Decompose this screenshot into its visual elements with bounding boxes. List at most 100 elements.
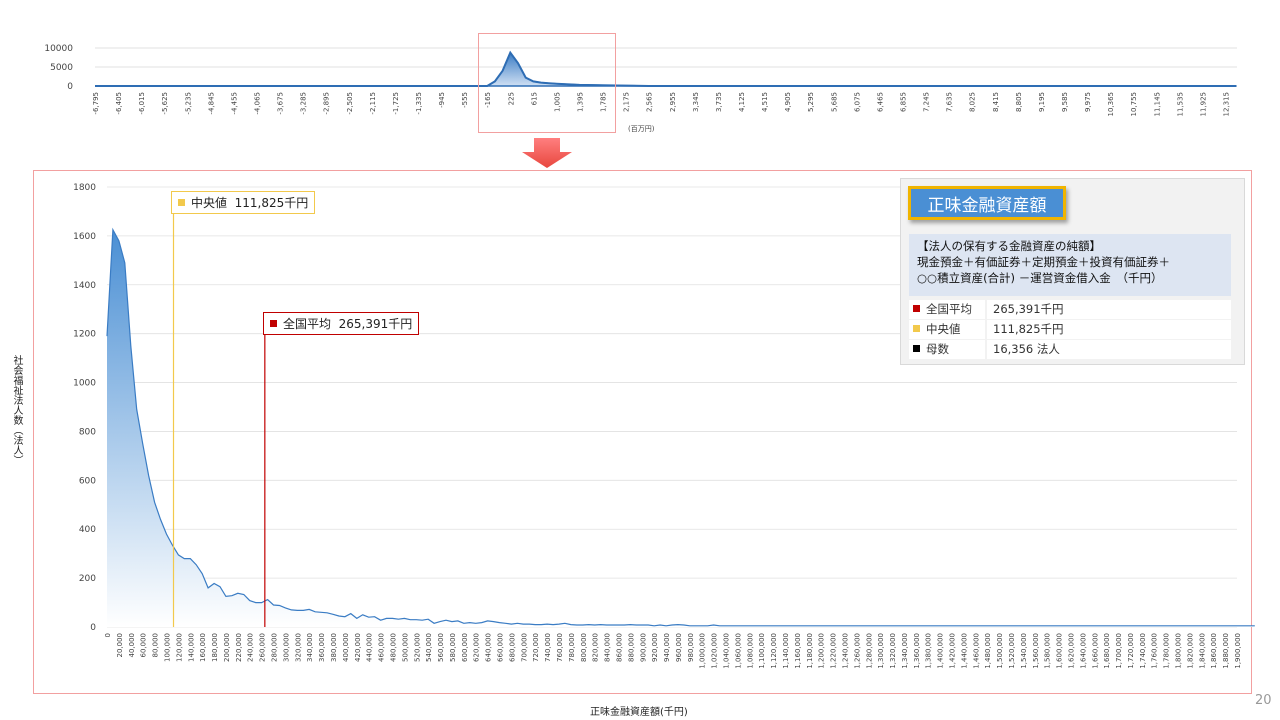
x-tick-label: 11,535 bbox=[1176, 92, 1184, 117]
x-tick-label: 3,345 bbox=[692, 92, 700, 112]
y-tick-label: 0 bbox=[90, 623, 96, 633]
x-tick-label: 1,180,000 bbox=[806, 633, 814, 669]
x-axis-title: 正味金融資産額(千円) bbox=[590, 707, 688, 718]
x-tick-label: 11,145 bbox=[1153, 92, 1161, 117]
x-tick-label: 4,515 bbox=[761, 92, 769, 112]
x-tick-label: 1,140,000 bbox=[782, 633, 790, 669]
x-tick-label: 880,000 bbox=[627, 633, 635, 662]
x-tick-label: 580,000 bbox=[449, 633, 457, 662]
x-tick-label: 1,720,000 bbox=[1127, 633, 1135, 669]
x-tick-label: 1,380,000 bbox=[925, 633, 933, 669]
y-tick-label: 1800 bbox=[73, 183, 96, 193]
x-tick-label: 560,000 bbox=[437, 633, 445, 662]
x-tick-label: 0 bbox=[104, 633, 112, 637]
x-tick-label: 940,000 bbox=[663, 633, 671, 662]
x-tick-label: -1,335 bbox=[415, 92, 423, 115]
x-tick-label: 440,000 bbox=[366, 633, 374, 662]
x-tick-label: 420,000 bbox=[354, 633, 362, 662]
x-tick-label: 840,000 bbox=[604, 633, 612, 662]
y-tick-label: 1600 bbox=[73, 232, 96, 242]
x-tick-label: 1,120,000 bbox=[770, 633, 778, 669]
info-row-count: 母数 16,356 法人 bbox=[909, 340, 1231, 359]
x-tick-label: 180,000 bbox=[211, 633, 219, 662]
x-tick-label: 1,005 bbox=[553, 92, 561, 112]
x-tick-label: 6,855 bbox=[899, 92, 907, 112]
info-panel-title: 正味金融資産額 bbox=[908, 186, 1066, 220]
x-tick-label: 1,760,000 bbox=[1151, 633, 1159, 669]
x-tick-label: 1,660,000 bbox=[1091, 633, 1099, 669]
x-tick-label: 8,415 bbox=[992, 92, 1000, 112]
x-tick-label: 1,800,000 bbox=[1175, 633, 1183, 669]
x-tick-label: 900,000 bbox=[639, 633, 647, 662]
x-tick-label: 20,000 bbox=[116, 633, 124, 658]
x-tick-label: 1,360,000 bbox=[913, 633, 921, 669]
x-tick-label: -6,405 bbox=[115, 92, 123, 115]
median-square-icon bbox=[178, 199, 185, 206]
mean-square-icon bbox=[913, 305, 920, 312]
x-tick-label: 1,700,000 bbox=[1115, 633, 1123, 669]
mean-square-icon bbox=[270, 320, 277, 327]
x-tick-label: 640,000 bbox=[485, 633, 493, 662]
info-row-key: 中央値 bbox=[926, 322, 961, 336]
x-tick-label: -6,015 bbox=[138, 92, 146, 115]
x-tick-label: 1,860,000 bbox=[1210, 633, 1218, 669]
x-tick-label: -5,625 bbox=[161, 92, 169, 115]
x-tick-label: 280,000 bbox=[271, 633, 279, 662]
x-tick-label: 200,000 bbox=[223, 633, 231, 662]
desc-line-2: 現金預金＋有価証券＋定期預金＋投資有価証券＋ bbox=[917, 255, 1170, 269]
x-tick-label: 1,020,000 bbox=[711, 633, 719, 669]
x-tick-label: 1,160,000 bbox=[794, 633, 802, 669]
x-tick-label: 7,245 bbox=[923, 92, 931, 112]
x-tick-label: 1,000,000 bbox=[699, 633, 707, 669]
x-tick-label: 1,600,000 bbox=[1056, 633, 1064, 669]
x-tick-label: 1,580,000 bbox=[1044, 633, 1052, 669]
info-panel: 正味金融資産額 【法人の保有する金融資産の純額】 現金預金＋有価証券＋定期預金＋… bbox=[900, 178, 1245, 365]
x-tick-label: 9,195 bbox=[1038, 92, 1046, 112]
x-tick-label: -2,505 bbox=[346, 92, 354, 115]
x-tick-label: 3,735 bbox=[715, 92, 723, 112]
x-tick-label: 1,420,000 bbox=[949, 633, 957, 669]
x-tick-label: 7,635 bbox=[946, 92, 954, 112]
x-tick-label: 1,620,000 bbox=[1067, 633, 1075, 669]
x-tick-label: -6,795 bbox=[92, 92, 100, 115]
x-tick-label: 60,000 bbox=[140, 633, 148, 658]
x-tick-label: 700,000 bbox=[520, 633, 528, 662]
x-tick-label: 5,295 bbox=[807, 92, 815, 112]
x-tick-label: -3,285 bbox=[300, 92, 308, 115]
x-tick-label: 1,880,000 bbox=[1222, 633, 1230, 669]
x-tick-label: 1,640,000 bbox=[1079, 633, 1087, 669]
x-tick-label: 800,000 bbox=[580, 633, 588, 662]
x-tick-label: 1,220,000 bbox=[830, 633, 838, 669]
x-tick-label: 9,585 bbox=[1061, 92, 1069, 112]
x-tick-label: 540,000 bbox=[425, 633, 433, 662]
info-row-mean: 全国平均 265,391千円 bbox=[909, 300, 1231, 319]
x-tick-label: 500,000 bbox=[401, 633, 409, 662]
x-tick-label: 8,025 bbox=[969, 92, 977, 112]
x-tick-label: 1,340,000 bbox=[901, 633, 909, 669]
median-marker-label: 中央値 111,825千円 bbox=[171, 191, 316, 214]
x-tick-label: 480,000 bbox=[389, 633, 397, 662]
x-tick-label: -4,845 bbox=[207, 92, 215, 115]
median-square-icon bbox=[913, 325, 920, 332]
info-row-value: 111,825千円 bbox=[987, 320, 1231, 339]
x-tick-label: 11,925 bbox=[1199, 92, 1207, 117]
x-tick-label: -2,895 bbox=[323, 92, 331, 115]
x-tick-label: 8,805 bbox=[1015, 92, 1023, 112]
y-tick-label: 400 bbox=[79, 525, 96, 535]
x-tick-label: 1,080,000 bbox=[746, 633, 754, 669]
x-tick-label: 10,755 bbox=[1130, 92, 1138, 117]
mean-label-value: 265,391千円 bbox=[338, 317, 413, 331]
x-tick-label: 2,565 bbox=[646, 92, 654, 112]
x-tick-label: 225 bbox=[507, 92, 515, 105]
x-tick-label: 1,780,000 bbox=[1163, 633, 1171, 669]
x-tick-label: 300,000 bbox=[282, 633, 290, 662]
x-tick-label: 680,000 bbox=[508, 633, 516, 662]
y-tick-label: 800 bbox=[79, 427, 96, 437]
overview-series-line bbox=[95, 50, 1237, 87]
y-tick-label: 1000 bbox=[73, 379, 96, 389]
x-tick-label: 6,465 bbox=[876, 92, 884, 112]
x-tick-label: 960,000 bbox=[675, 633, 683, 662]
x-tick-label: 40,000 bbox=[128, 633, 136, 658]
info-row-median: 中央値 111,825千円 bbox=[909, 320, 1231, 339]
y-tick-label: 1200 bbox=[73, 330, 96, 340]
